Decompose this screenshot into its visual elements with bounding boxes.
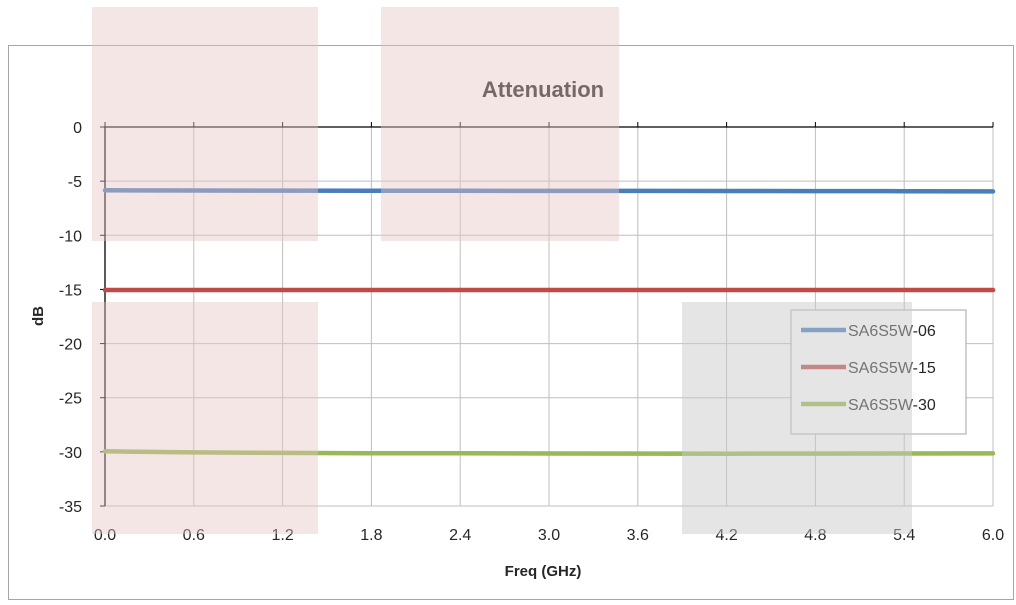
y-tick-label: -30 <box>59 445 82 462</box>
x-tick-label: 0.0 <box>94 527 116 544</box>
y-tick-label: -35 <box>59 499 82 516</box>
y-axis-title: dB <box>30 306 47 326</box>
y-tick-label: -20 <box>59 337 82 354</box>
x-tick-label: 0.6 <box>183 527 205 544</box>
legend: SA6S5W-06 SA6S5W-15 SA6S5W-30 <box>790 309 967 435</box>
x-tick-label: 1.8 <box>360 527 382 544</box>
y-tick-label: 0 <box>73 120 82 137</box>
x-tick-label: 1.2 <box>271 527 293 544</box>
tick-labels: 0.0 0.6 1.2 1.8 2.4 3.0 3.6 4.2 4.8 5.4 6.0 0 -5 -10 -… <box>59 120 1004 544</box>
y-tick-label: -25 <box>59 391 82 408</box>
x-tick-label: 3.6 <box>627 527 649 544</box>
x-tick-label: 4.8 <box>804 527 826 544</box>
chart-title: Attenuation <box>482 77 604 102</box>
x-axis-title: Freq (GHz) <box>505 563 582 580</box>
x-tick-label: 5.4 <box>893 527 915 544</box>
legend-label: SA6S5W-15 <box>848 360 936 377</box>
legend-label: SA6S5W-06 <box>848 323 936 340</box>
chart-area <box>8 45 1014 600</box>
y-tick-label: -5 <box>68 174 82 191</box>
series-lines <box>102 188 996 456</box>
series-line-sa6s5w-06 <box>102 188 996 194</box>
series-line-sa6s5w-30 <box>102 449 996 456</box>
y-tick-label: -15 <box>59 282 82 299</box>
x-tick-label: 2.4 <box>449 527 471 544</box>
legend-label: SA6S5W-30 <box>848 397 936 414</box>
x-tick-label: 6.0 <box>982 527 1004 544</box>
x-tick-label: 4.2 <box>715 527 737 544</box>
y-tick-label: -10 <box>59 228 82 245</box>
x-tick-label: 3.0 <box>538 527 560 544</box>
